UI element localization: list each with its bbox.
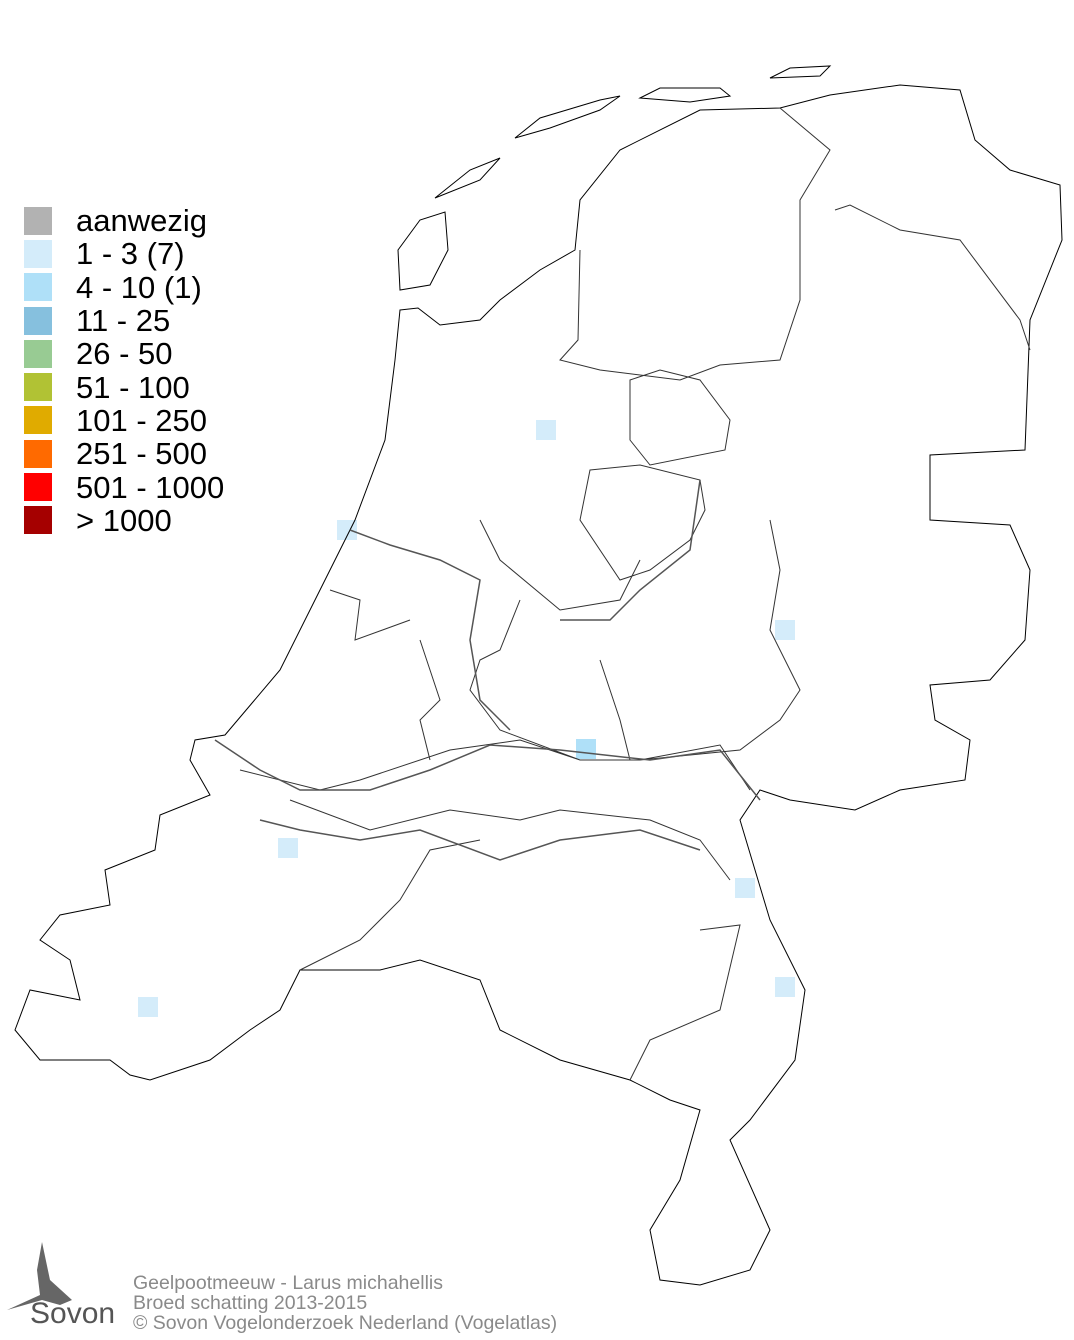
province-borders <box>239 107 1031 1081</box>
grid-cells <box>138 420 795 1017</box>
map-caption: Geelpootmeeuw - Larus michahellis Broed … <box>133 1273 557 1333</box>
legend-label: 4 - 10 (1) <box>76 269 202 305</box>
legend-label: aanwezig <box>76 203 207 239</box>
legend-item: 11 - 25 <box>24 304 224 337</box>
mainland-outline <box>14 84 1063 1286</box>
legend-label: 26 - 50 <box>76 336 173 372</box>
legend-swatch <box>24 306 52 335</box>
legend-label: 251 - 500 <box>76 436 207 472</box>
legend-label: 501 - 1000 <box>76 469 225 505</box>
legend-swatch <box>24 473 52 502</box>
occupied-cell <box>775 620 795 640</box>
island-schiermonnikoog <box>769 65 832 79</box>
legend-item: 101 - 250 <box>24 404 224 437</box>
sovon-logo-text: Sovon <box>30 1297 116 1330</box>
occupied-cell <box>735 878 755 898</box>
species-name: Geelpootmeeuw - Larus michahellis <box>133 1272 443 1294</box>
legend: aanwezig 1 - 3 (7) 4 - 10 (1) 11 - 25 26 - 5… <box>24 204 224 537</box>
legend-item: > 1000 <box>24 504 224 537</box>
legend-swatch <box>24 439 52 468</box>
legend-swatch <box>24 373 52 402</box>
legend-label: 1 - 3 (7) <box>76 236 185 272</box>
legend-label: > 1000 <box>76 502 172 538</box>
island-texel <box>397 211 449 291</box>
legend-swatch <box>24 406 52 435</box>
legend-item: 4 - 10 (1) <box>24 271 224 304</box>
legend-item: 1 - 3 (7) <box>24 237 224 270</box>
legend-item: 51 - 100 <box>24 370 224 403</box>
copyright: © Sovon Vogelonderzoek Nederland (Vogela… <box>133 1312 558 1334</box>
legend-swatch <box>24 506 52 535</box>
legend-label: 101 - 250 <box>76 402 207 438</box>
legend-swatch <box>24 206 52 235</box>
legend-label: 11 - 25 <box>76 303 171 339</box>
island-terschelling <box>514 95 621 139</box>
legend-swatch <box>24 339 52 368</box>
occupied-cell <box>278 838 298 858</box>
legend-item: aanwezig <box>24 204 224 237</box>
rivers <box>214 479 761 861</box>
legend-swatch <box>24 239 52 268</box>
occupied-cell <box>775 977 795 997</box>
swallow-logo-icon <box>7 1242 72 1310</box>
country-outline <box>14 65 1063 1286</box>
legend-label: 51 - 100 <box>76 369 190 405</box>
legend-swatch <box>24 273 52 302</box>
legend-item: 501 - 1000 <box>24 470 224 503</box>
legend-item: 251 - 500 <box>24 437 224 470</box>
occupied-cell <box>536 420 556 440</box>
occupied-cell <box>138 997 158 1017</box>
island-ameland <box>638 87 732 103</box>
island-vlieland <box>434 157 501 199</box>
occupied-cell <box>576 739 596 759</box>
survey-subtitle: Broed schatting 2013-2015 <box>133 1292 368 1314</box>
legend-item: 26 - 50 <box>24 337 224 370</box>
